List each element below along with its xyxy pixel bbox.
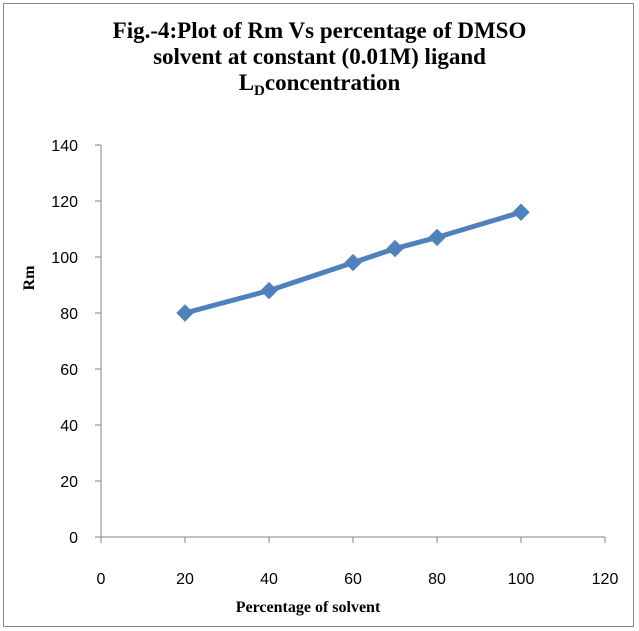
x-axis-title: Percentage of solvent [236,599,381,616]
chart-title-subscript: D [254,83,265,99]
axes [100,145,605,538]
x-tick-label: 80 [428,571,446,588]
chart-title-line-2: solvent at constant (0.01M) ligand [153,44,486,69]
chart-frame [3,3,634,627]
data-point-marker [428,228,446,247]
y-axis-title: Rm [21,265,38,291]
x-tick-label: 60 [344,571,362,588]
x-tick-label: 0 [97,571,106,588]
chart-title-line-3: LDconcentration [0,70,639,99]
x-tick-label: 40 [260,571,278,588]
series [176,203,530,322]
y-tick-label: 120 [51,194,78,211]
y-tick-label: 140 [51,138,78,155]
data-point-marker [344,253,362,272]
data-point-marker [176,304,194,322]
series-line [182,209,524,316]
y-tick-label: 80 [60,306,78,323]
y-tick-label: 20 [60,474,78,491]
chart-title-l: L [238,70,255,95]
y-tick-label: 100 [51,250,78,267]
ticks: 0 20 40 60 80 100 120 140 0 20 40 60 80 100 120 [51,138,618,588]
data-point-marker [512,203,530,221]
x-tick-label: 100 [508,571,535,588]
y-tick-label: 60 [60,362,78,379]
data-point-marker [386,239,404,258]
y-tick-label: 0 [69,530,78,547]
chart-title-rest: concentration [264,70,401,95]
chart-title-line-1: Fig.-4:Plot of Rm Vs percentage of DMSO [112,18,527,43]
y-tick-label: 40 [60,418,78,435]
chart-title: Fig.-4:Plot of Rm Vs percentage of DMSO … [0,18,639,99]
x-tick-label: 20 [176,571,194,588]
x-tick-label: 120 [592,571,619,588]
data-point-marker [260,281,278,300]
